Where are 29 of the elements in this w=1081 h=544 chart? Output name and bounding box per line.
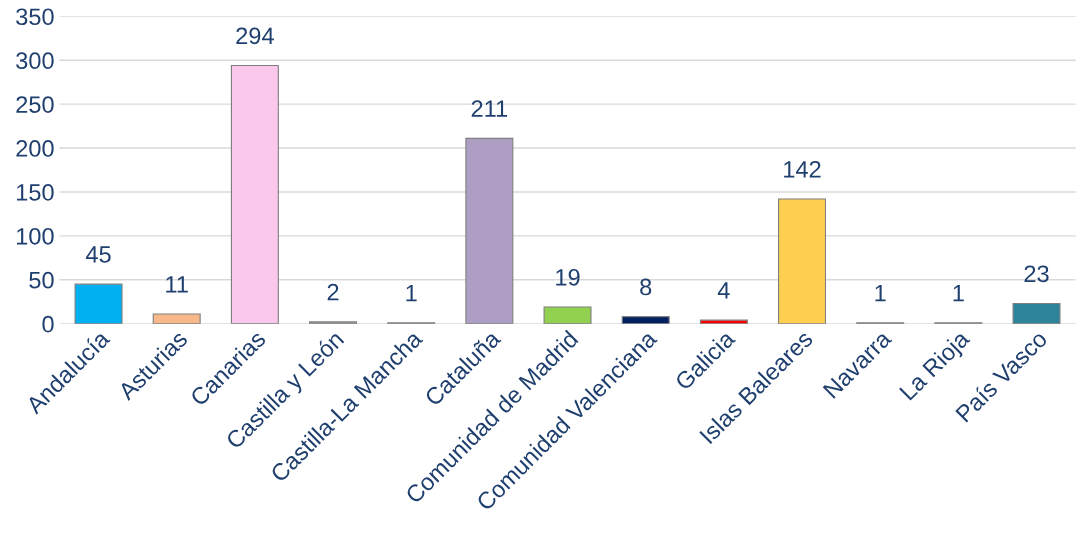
data-label: 211 — [471, 100, 508, 117]
bar — [465, 137, 514, 324]
data-label: 2 — [327, 283, 339, 301]
data-label: 23 — [1024, 265, 1049, 283]
data-label: 294 — [236, 27, 274, 45]
bar — [152, 313, 201, 324]
y-tick-label: 150 — [17, 184, 54, 201]
data-label: 11 — [166, 276, 188, 293]
data-label: 1 — [406, 284, 417, 302]
bar — [543, 306, 592, 324]
data-label: 1 — [875, 284, 886, 302]
y-tick-label: 300 — [16, 52, 54, 70]
y-tick-label: 200 — [16, 140, 54, 157]
y-tick-label: 250 — [16, 96, 54, 113]
data-label: 8 — [640, 278, 652, 296]
bar — [74, 283, 123, 324]
data-label: 19 — [556, 268, 580, 286]
y-tick-label: 50 — [29, 271, 54, 289]
bar — [621, 316, 670, 324]
data-label: 4 — [717, 282, 730, 299]
data-label: 142 — [784, 160, 821, 178]
y-tick-label: 350 — [16, 8, 54, 26]
bar — [778, 198, 827, 324]
y-tick-label: 0 — [42, 315, 54, 333]
bar — [230, 64, 279, 324]
data-label: 45 — [85, 246, 111, 263]
y-tick-label: 100 — [17, 227, 54, 245]
bar — [1012, 302, 1061, 324]
data-label: 1 — [953, 284, 964, 302]
